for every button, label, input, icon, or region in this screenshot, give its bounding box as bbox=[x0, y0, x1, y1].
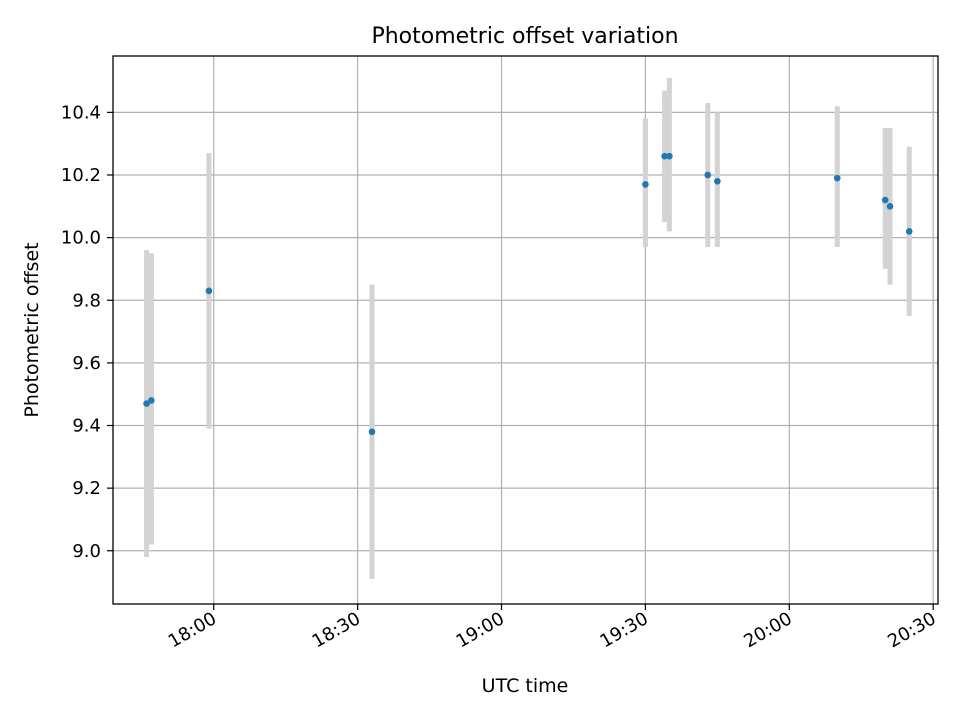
data-point bbox=[666, 152, 673, 160]
data-point bbox=[205, 287, 213, 295]
data-point bbox=[833, 174, 841, 182]
y-tick-label: 9.2 bbox=[72, 478, 101, 499]
chart-title: Photometric offset variation bbox=[371, 24, 678, 49]
data-point bbox=[642, 181, 649, 188]
y-tick-label: 10.2 bbox=[61, 165, 101, 186]
y-tick-label: 9.0 bbox=[72, 541, 101, 562]
data-point bbox=[661, 152, 668, 160]
plot-frame bbox=[112, 55, 939, 605]
data-point bbox=[704, 171, 712, 179]
y-tick-label: 9.4 bbox=[72, 416, 101, 437]
data-point bbox=[886, 203, 894, 210]
data-point bbox=[881, 196, 889, 204]
data-point bbox=[905, 228, 913, 235]
data-point bbox=[143, 400, 150, 407]
y-tick-label: 10.0 bbox=[61, 228, 101, 249]
data-point bbox=[368, 428, 376, 436]
x-axis-label: UTC time bbox=[482, 675, 569, 697]
y-axis-label: Photometric offset bbox=[21, 242, 43, 417]
y-tick-label: 9.8 bbox=[72, 290, 101, 311]
data-point bbox=[148, 397, 155, 404]
y-tick-label: 9.6 bbox=[72, 353, 101, 374]
data-points bbox=[143, 152, 913, 436]
y-tick-label: 10.4 bbox=[61, 102, 101, 123]
data-point bbox=[714, 177, 721, 185]
